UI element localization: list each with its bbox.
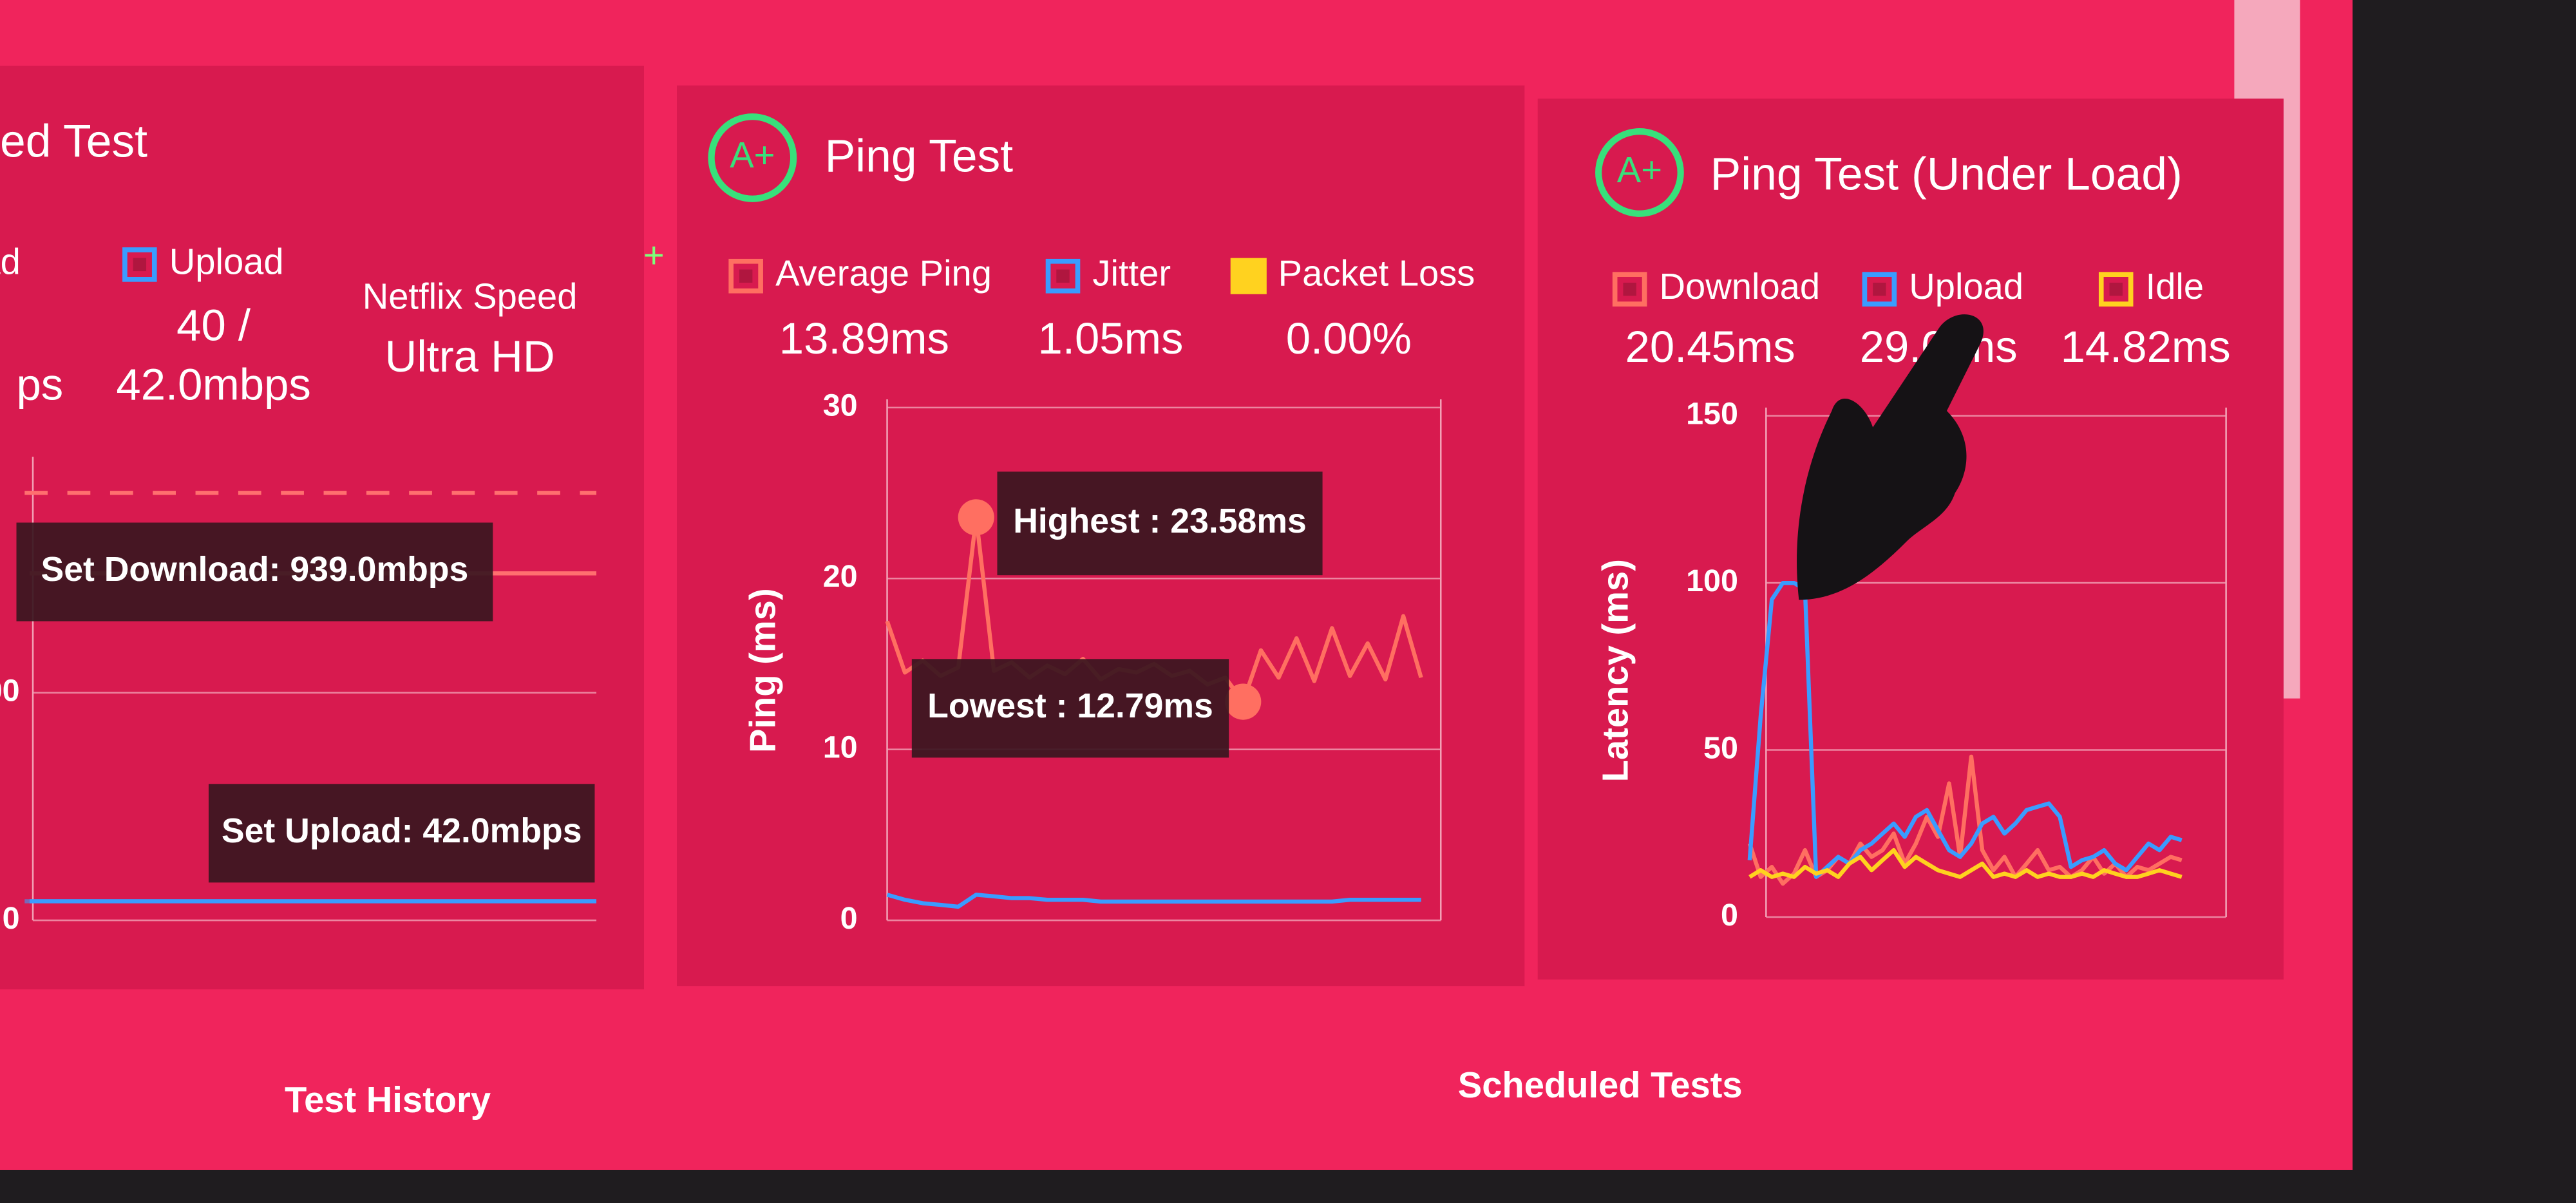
panel-title: Ping Test xyxy=(825,130,1014,182)
panel-title: ed Test xyxy=(0,115,147,167)
panel-title: Ping Test (Under Load) xyxy=(1710,148,2183,200)
legend-swatch xyxy=(1862,272,1897,307)
stat-value: 14.82ms xyxy=(2061,322,2231,372)
tooltip-text: Lowest : 12.79ms xyxy=(927,687,1213,725)
series-line xyxy=(886,893,1421,909)
scribble xyxy=(1797,314,1984,600)
tab-test-history[interactable]: Test History xyxy=(285,1079,491,1120)
y-tick-label: 30 xyxy=(823,388,858,423)
panel xyxy=(1537,99,2284,980)
grade-ring xyxy=(1595,128,1684,217)
legend-label: Idle xyxy=(2146,266,2204,307)
tooltip xyxy=(997,471,1323,576)
add-icon[interactable]: + xyxy=(643,234,665,275)
point-marker xyxy=(958,499,994,536)
grade: A+ xyxy=(1617,149,1662,190)
content: ed Test ad ps Upload 40 / 42.0mbps Netflix Spe… xyxy=(0,113,2231,936)
legend-swatch-inner xyxy=(2109,282,2123,296)
point-marker xyxy=(1225,683,1262,720)
y-tick-label: 0 xyxy=(1721,898,1738,933)
y-axis-label: Ping (ms) xyxy=(743,588,783,753)
tooltip xyxy=(16,522,493,621)
y-tick-label: 150 xyxy=(1686,396,1738,431)
stat-value: 40 / xyxy=(176,301,251,350)
legend-swatch xyxy=(2098,272,2134,307)
stat-value: 20.45ms xyxy=(1625,322,1795,372)
grade-ring xyxy=(708,113,797,202)
legend-swatch xyxy=(122,247,157,282)
grade: A+ xyxy=(730,135,775,175)
stat-value: 13.89ms xyxy=(779,314,949,363)
legend-swatch-inner xyxy=(1056,269,1070,283)
y-tick-label: 0 xyxy=(840,901,858,936)
legend-swatch xyxy=(728,258,763,294)
y-tick-label: 100 xyxy=(1686,564,1738,598)
y-tick-label: 50 xyxy=(1703,730,1738,765)
extra-value: Ultra HD xyxy=(385,332,555,381)
stat-value: 1.05ms xyxy=(1038,314,1184,363)
series-line xyxy=(1748,848,2183,879)
stat-value: 0.00% xyxy=(1286,314,1412,363)
y-tick-label: 500 xyxy=(0,673,20,708)
legend-swatch-inner xyxy=(739,269,753,283)
legend-swatch-inner xyxy=(1873,282,1886,296)
y-axis-label: Latency (ms) xyxy=(1595,559,1636,782)
legend-label: Packet Loss xyxy=(1278,253,1475,294)
legend-swatch-inner xyxy=(1623,282,1636,296)
extra-label: Netflix Speed xyxy=(363,276,578,316)
legend-swatch xyxy=(1230,258,1267,294)
legend-swatch xyxy=(1612,272,1647,307)
legend-label: Jitter xyxy=(1092,253,1171,294)
legend-label: ad xyxy=(0,242,21,282)
legend-swatch-inner xyxy=(133,258,147,272)
tab-scheduled-tests[interactable]: Scheduled Tests xyxy=(1458,1065,1743,1105)
y-tick-label: 20 xyxy=(823,559,858,594)
legend-label: Upload xyxy=(169,242,284,282)
y-tick-label: 0 xyxy=(3,901,20,936)
tooltip xyxy=(911,659,1229,758)
tooltip-text: Set Upload: 42.0mbps xyxy=(222,811,582,850)
stat-value: 42.0mbps xyxy=(116,359,310,409)
legend-label: Upload xyxy=(1909,266,2023,307)
tooltip-text: Highest : 23.58ms xyxy=(1013,502,1307,540)
legend-swatch xyxy=(1045,258,1081,294)
tooltip-text: Set Download: 939.0mbps xyxy=(41,550,469,589)
stat-value: ps xyxy=(17,359,64,409)
y-tick-label: 10 xyxy=(823,730,858,764)
tooltip xyxy=(208,784,595,883)
legend-label: Average Ping xyxy=(775,253,992,294)
legend-label: Download xyxy=(1660,266,1821,307)
